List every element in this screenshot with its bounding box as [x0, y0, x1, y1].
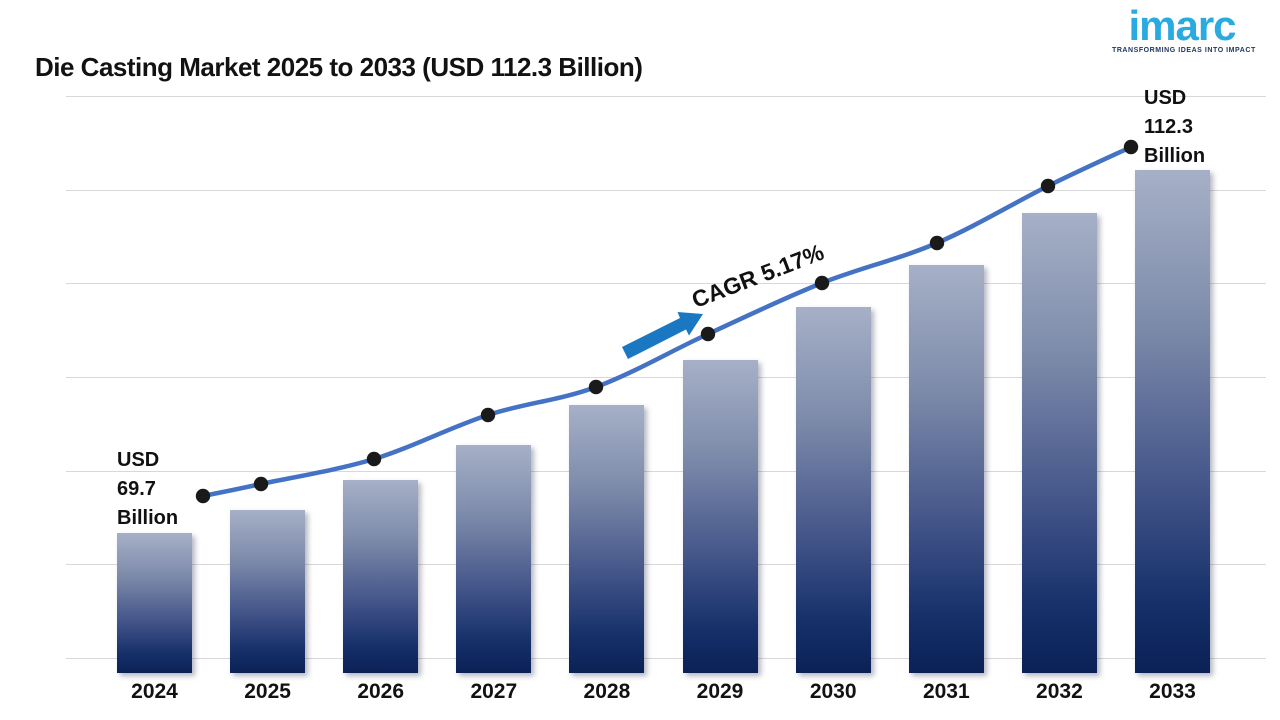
x-axis-label-2033: 2033: [1149, 680, 1196, 703]
bar-2027: [456, 444, 532, 673]
gridline: [66, 564, 1266, 566]
cagr-label: CAGR 5.17%: [688, 238, 828, 313]
bar-2031: [908, 264, 984, 673]
annotation-end-value: USD 112.3 Billion: [1144, 87, 1206, 167]
data-point-2028: [588, 379, 604, 395]
data-point-2029: [700, 326, 716, 342]
trend-line: [200, 144, 1134, 499]
bar-2032: [1021, 212, 1097, 673]
bar-2029: [682, 360, 758, 673]
gridline: [66, 96, 1266, 97]
data-point-2024: [195, 488, 211, 504]
logo-tagline: TRANSFORMING IDEAS INTO IMPACT: [1112, 47, 1256, 54]
data-point-2031: [929, 235, 945, 251]
x-axis-label-2028: 2028: [583, 680, 631, 703]
x-axis-label-2027: 2027: [470, 680, 518, 703]
gridline: [66, 658, 1266, 659]
x-axis-label-2026: 2026: [357, 680, 405, 703]
bar-2033: [1135, 170, 1210, 673]
x-axis-label-2029: 2029: [696, 680, 744, 703]
x-axis-label-2032: 2032: [1036, 680, 1083, 703]
x-axis-label-2024: 2024: [131, 680, 178, 703]
chart-title: Die Casting Market 2025 to 2033 (USD 112…: [35, 52, 643, 82]
bar-2025: [230, 510, 306, 673]
imarc-logo-text: imarc: [1128, 2, 1236, 49]
x-axis-label-2025: 2025: [244, 680, 291, 703]
data-point-2025: [253, 476, 269, 492]
x-axis-label-2031: 2031: [922, 680, 970, 703]
data-point-2032: [1040, 178, 1056, 194]
x-axis-label-2030: 2030: [809, 680, 857, 703]
bar-2024: [117, 533, 192, 673]
bar-2030: [795, 306, 871, 673]
data-point-markers: [195, 139, 1139, 504]
data-point-2026: [366, 451, 382, 467]
bar-2026: [343, 480, 419, 673]
gridline: [66, 189, 1266, 191]
data-point-2033: [1123, 139, 1139, 155]
brand-logo: imarc TRANSFORMING IDEAS INTO IMPACT: [1112, 2, 1256, 55]
bar-2028: [569, 404, 645, 673]
cagr-arrow-icon: [622, 312, 703, 359]
annotation-start-value: USD 69.7 Billion: [117, 449, 179, 529]
data-point-2027: [480, 407, 496, 423]
